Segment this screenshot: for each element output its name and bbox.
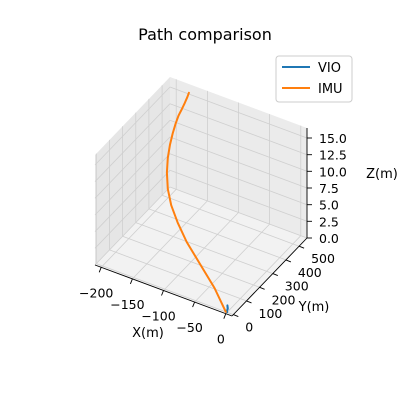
x-tick-label: 0 <box>217 332 225 347</box>
z-tick-label: 15.0 <box>319 131 347 146</box>
x-tick-mark <box>192 301 196 308</box>
x-tick-label: −50 <box>176 320 202 335</box>
x-tick-label: −100 <box>141 309 175 324</box>
z-tick-label: 2.5 <box>319 214 339 229</box>
y-grid-floor-line <box>122 235 260 288</box>
y-tick-label: 400 <box>298 265 322 280</box>
x-tick-mark <box>98 267 102 273</box>
y-tick-label: 300 <box>285 279 309 294</box>
z-grid-side-line <box>94 186 171 266</box>
y-tick-mark <box>259 286 265 290</box>
x-grid-floor-line <box>100 189 177 268</box>
legend-label-vio: VIO <box>318 61 341 76</box>
y-tick-mark <box>285 259 292 263</box>
z-tick-label: 7.5 <box>319 181 339 196</box>
z-tick-label: 10.0 <box>319 164 347 179</box>
z-grid-side-line <box>94 153 171 232</box>
y-tick-label: 0 <box>245 320 253 335</box>
z-grid-back-line <box>169 119 308 172</box>
z-grid-side-line <box>94 170 171 249</box>
y-grid-floor-line <box>96 263 234 315</box>
y-tick-mark <box>298 245 305 249</box>
z-axis-label: Z(m) <box>366 167 398 182</box>
x-tick-label: −150 <box>110 297 144 312</box>
series-line-imu <box>165 91 227 313</box>
x-tick-mark <box>161 290 164 296</box>
z-grid-side-line <box>94 103 171 182</box>
z-grid-back-line <box>169 153 308 206</box>
series-line-vio <box>226 304 229 314</box>
y-grid-floor-line <box>148 208 287 261</box>
y-tick-mark <box>233 314 239 318</box>
z-grid-side-line <box>94 136 171 216</box>
z-grid-back-line <box>169 136 308 189</box>
y-grid-floor-line <box>161 194 300 247</box>
z-grid-back-line <box>169 169 308 222</box>
tick-marks <box>98 137 312 319</box>
y-tick-mark <box>272 273 278 277</box>
y-grid-floor-line <box>135 222 273 274</box>
x-axis-label: X(m) <box>132 326 164 341</box>
z-grid-side-line <box>94 86 171 166</box>
z-grid-back-line <box>169 186 308 239</box>
z-tick-label: 5.0 <box>319 198 339 213</box>
x-grid-floor-line <box>194 223 270 303</box>
z-grid-back-line <box>169 86 308 139</box>
y-axis-label: Y(m) <box>298 300 330 315</box>
legend-label-imu: IMU <box>318 82 343 97</box>
y-grid-floor-line <box>109 249 247 302</box>
x-grid-floor-line <box>225 235 302 314</box>
y-tick-mark <box>246 300 252 304</box>
axis-panes <box>95 77 307 316</box>
legend: VIO IMU <box>275 55 353 103</box>
grid-lines <box>94 79 308 315</box>
x-tick-label: −200 <box>79 285 113 300</box>
y-tick-label: 200 <box>272 292 296 307</box>
z-tick-label: 12.5 <box>319 148 347 163</box>
side-pane <box>95 77 170 265</box>
z-grid-back-line <box>169 103 308 156</box>
x-tick-mark <box>223 313 227 319</box>
y-tick-label: 500 <box>311 251 335 266</box>
x-tick-mark <box>129 278 133 285</box>
x-grid-floor-line <box>132 200 208 280</box>
chart-title: Path comparison <box>138 25 272 44</box>
y-tick-label: 100 <box>259 306 283 321</box>
z-tick-label: 0.0 <box>319 231 339 246</box>
z-grid-side-line <box>94 120 171 199</box>
y-axis-line <box>231 237 308 317</box>
series-lines <box>165 91 229 314</box>
x-grid-floor-line <box>163 212 239 291</box>
